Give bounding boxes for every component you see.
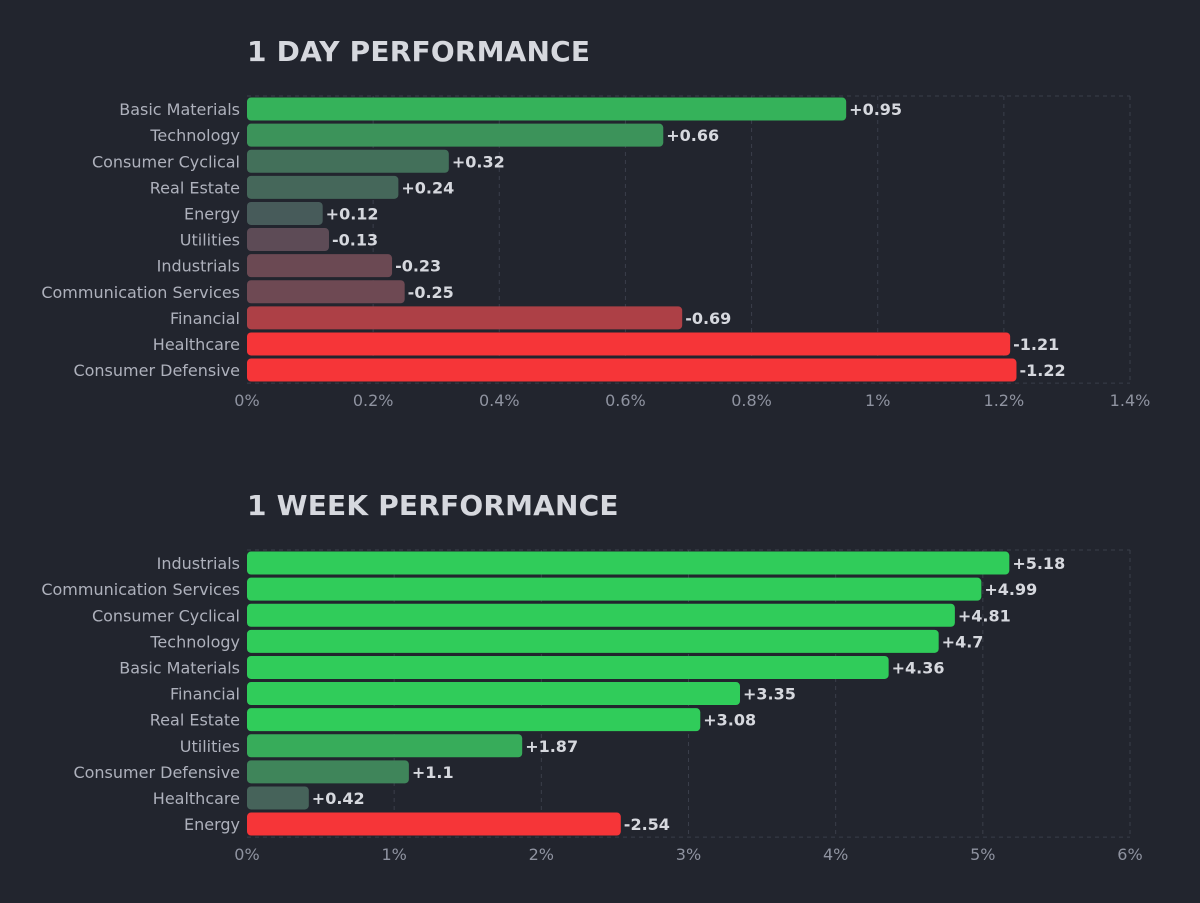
chart-0-x-tick-label: 0.4% bbox=[479, 391, 520, 410]
chart-0-bar-energy bbox=[247, 201, 323, 225]
chart-1-bar-industrials bbox=[247, 551, 1010, 575]
chart-0-bar-basic-materials bbox=[247, 97, 847, 121]
chart-0-category-label-healthcare: Healthcare bbox=[153, 335, 240, 354]
chart-0-bar-financial bbox=[247, 306, 683, 330]
chart-1-x-tick-label: 5% bbox=[970, 845, 995, 864]
chart-0-category-label-industrials: Industrials bbox=[157, 257, 240, 276]
chart-1-value-label-consumer-defensive: +1.1 bbox=[412, 763, 454, 782]
chart-0-category-label-consumer-cyclical: Consumer Cyclical bbox=[92, 152, 240, 171]
chart-1-x-tick-label: 3% bbox=[676, 845, 701, 864]
chart-0-bar-communication-services bbox=[247, 280, 405, 304]
chart-0-value-label-financial: -0.69 bbox=[685, 309, 731, 328]
chart-1-category-label-energy: Energy bbox=[184, 815, 240, 834]
chart-0-value-label-energy: +0.12 bbox=[326, 204, 379, 223]
chart-0-x-tick-label: 0.8% bbox=[731, 391, 772, 410]
chart-1-category-label-healthcare: Healthcare bbox=[153, 789, 240, 808]
chart-0-category-label-basic-materials: Basic Materials bbox=[119, 100, 240, 119]
chart-0-category-label-utilities: Utilities bbox=[180, 231, 240, 250]
chart-1-x-tick-label: 2% bbox=[529, 845, 554, 864]
chart-0-category-label-consumer-defensive: Consumer Defensive bbox=[73, 361, 240, 380]
chart-1-value-label-industrials: +5.18 bbox=[1012, 554, 1065, 573]
chart-1-week-performance: 0% 1% 2% 3% 4% 5% 6% Industrials +5.18 Communicat… bbox=[41, 549, 1143, 864]
chart-0-category-label-technology: Technology bbox=[149, 126, 240, 145]
chart-1-grid bbox=[247, 549, 1131, 838]
chart-title-1-week: 1 WEEK PERFORMANCE bbox=[247, 489, 619, 522]
chart-1-value-label-utilities: +1.87 bbox=[525, 737, 578, 756]
chart-1-category-label-consumer-cyclical: Consumer Cyclical bbox=[92, 606, 240, 625]
chart-1-value-label-technology: +4.7 bbox=[942, 632, 984, 651]
chart-0-x-tick-label: 0.2% bbox=[353, 391, 394, 410]
chart-0-bar-consumer-defensive bbox=[247, 358, 1017, 382]
chart-0-bar-healthcare bbox=[247, 332, 1011, 356]
chart-0-bar-real-estate bbox=[247, 175, 399, 199]
chart-1-value-label-healthcare: +0.42 bbox=[312, 789, 365, 808]
chart-0-value-label-utilities: -0.13 bbox=[332, 231, 378, 250]
chart-0-category-label-financial: Financial bbox=[170, 309, 240, 328]
chart-1-day-performance: 0% 0.2% 0.4% 0.6% 0.8% 1% 1.2% 1.4% Basic Materi… bbox=[41, 95, 1151, 410]
chart-0-bar-consumer-cyclical bbox=[247, 149, 449, 173]
chart-1-value-label-basic-materials: +4.36 bbox=[892, 658, 945, 677]
chart-1-value-label-energy: -2.54 bbox=[624, 815, 670, 834]
chart-0-value-label-basic-materials: +0.95 bbox=[849, 100, 902, 119]
chart-0-category-label-energy: Energy bbox=[184, 204, 240, 223]
chart-0-value-label-consumer-cyclical: +0.32 bbox=[452, 152, 505, 171]
chart-0-bar-utilities bbox=[247, 228, 329, 252]
chart-1-category-label-industrials: Industrials bbox=[157, 554, 240, 573]
chart-1-x-tick-label: 0% bbox=[234, 845, 259, 864]
chart-1-bar-consumer-defensive bbox=[247, 760, 409, 784]
chart-0-x-tick-label: 1.2% bbox=[984, 391, 1025, 410]
chart-1-value-label-real-estate: +3.08 bbox=[703, 711, 756, 730]
chart-0-grid bbox=[247, 95, 1131, 384]
chart-1-bar-basic-materials bbox=[247, 655, 889, 679]
chart-1-bar-technology bbox=[247, 629, 939, 653]
chart-0-value-label-industrials: -0.23 bbox=[395, 257, 441, 276]
chart-0-value-label-healthcare: -1.21 bbox=[1013, 335, 1059, 354]
chart-0-value-label-communication-services: -0.25 bbox=[408, 283, 454, 302]
chart-0-x-tick-label: 0.6% bbox=[605, 391, 646, 410]
chart-1-category-label-technology: Technology bbox=[149, 632, 240, 651]
chart-1-bar-utilities bbox=[247, 734, 523, 758]
chart-1-x-tick-label: 6% bbox=[1117, 845, 1142, 864]
chart-1-x-tick-label: 4% bbox=[823, 845, 848, 864]
chart-1-bar-energy bbox=[247, 812, 621, 836]
chart-0-bar-technology bbox=[247, 123, 664, 147]
chart-1-category-label-consumer-defensive: Consumer Defensive bbox=[73, 763, 240, 782]
chart-1-value-label-financial: +3.35 bbox=[743, 685, 796, 704]
chart-0-value-label-real-estate: +0.24 bbox=[401, 178, 454, 197]
chart-0-category-label-real-estate: Real Estate bbox=[150, 178, 240, 197]
chart-0-category-label-communication-services: Communication Services bbox=[41, 283, 240, 302]
chart-1-value-label-consumer-cyclical: +4.81 bbox=[958, 606, 1011, 625]
chart-0-bar-industrials bbox=[247, 254, 393, 278]
chart-1-category-label-financial: Financial bbox=[170, 685, 240, 704]
chart-1-bar-real-estate bbox=[247, 708, 701, 732]
chart-1-x-tick-label: 1% bbox=[381, 845, 406, 864]
chart-1-category-label-communication-services: Communication Services bbox=[41, 580, 240, 599]
chart-1-bar-financial bbox=[247, 682, 741, 706]
chart-0-value-label-technology: +0.66 bbox=[666, 126, 719, 145]
chart-1-bar-consumer-cyclical bbox=[247, 603, 955, 627]
chart-0-x-tick-label: 1.4% bbox=[1110, 391, 1151, 410]
chart-1-category-label-real-estate: Real Estate bbox=[150, 711, 240, 730]
chart-0-x-tick-label: 1% bbox=[865, 391, 890, 410]
chart-0-x-tick-label: 0% bbox=[234, 391, 259, 410]
chart-1-category-label-basic-materials: Basic Materials bbox=[119, 658, 240, 677]
chart-1-bar-communication-services bbox=[247, 577, 982, 601]
chart-1-value-label-communication-services: +4.99 bbox=[984, 580, 1037, 599]
chart-0-value-label-consumer-defensive: -1.22 bbox=[1019, 361, 1065, 380]
chart-1-bar-healthcare bbox=[247, 786, 309, 810]
chart-title-1-day: 1 DAY PERFORMANCE bbox=[247, 35, 591, 68]
chart-1-category-label-utilities: Utilities bbox=[180, 737, 240, 756]
